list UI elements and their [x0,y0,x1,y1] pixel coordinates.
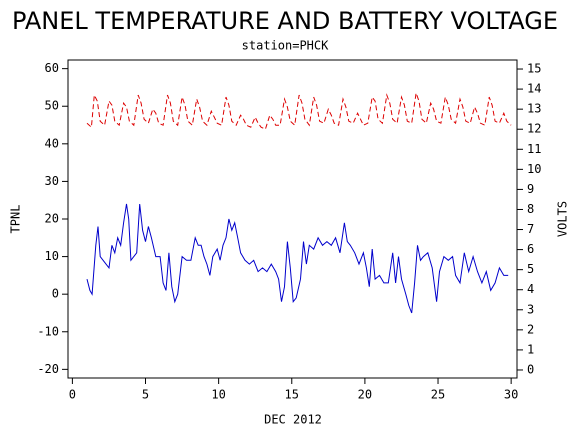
x-tick-label: 20 [358,388,372,402]
y2-tick-label: 10 [527,162,541,176]
y2-tick-label: 7 [527,222,534,236]
y2-tick-label: 2 [527,322,534,336]
y-tick-label: 10 [45,249,59,263]
series-line [86,203,509,314]
x-tick-label: 15 [285,388,299,402]
y-tick-label: 30 [45,174,59,188]
y2-axis-label: VOLTS [556,201,570,237]
y-tick-label: 0 [52,287,59,301]
y2-tick-label: 6 [527,242,534,256]
x-tick-label: 5 [142,388,149,402]
x-tick-label: 25 [431,388,445,402]
y-tick-label: -10 [37,324,59,338]
y2-tick-label: 15 [527,62,541,76]
y2-tick-label: 5 [527,262,534,276]
y2-tick-label: 14 [527,82,541,96]
chart-title: PANEL TEMPERATURE AND BATTERY VOLTAGE [12,7,558,35]
plot-frame [67,59,518,379]
x-tick-label: 0 [69,388,76,402]
chart-subtitle: station=PHCK [242,39,329,53]
x-axis-label: DEC 2012 [264,413,322,427]
y2-tick-label: 1 [527,342,534,356]
y2-tick-label: 13 [527,102,541,116]
y2-tick-label: 4 [527,282,534,296]
y-tick-label: 20 [45,212,59,226]
y-axis-label: TPNL [9,205,23,234]
x-tick-label: 10 [211,388,225,402]
y2-tick-label: 11 [527,142,541,156]
y-tick-label: 40 [45,136,59,150]
y2-tick-label: 9 [527,182,534,196]
y2-tick-label: 8 [527,202,534,216]
y-tick-label: 60 [45,61,59,75]
y2-tick-label: 3 [527,302,534,316]
series-line [86,92,512,130]
x-tick-label: 30 [504,388,518,402]
y2-tick-label: 0 [527,362,534,376]
y2-tick-label: 12 [527,122,541,136]
y-tick-label: 50 [45,99,59,113]
y-tick-label: -20 [37,362,59,376]
